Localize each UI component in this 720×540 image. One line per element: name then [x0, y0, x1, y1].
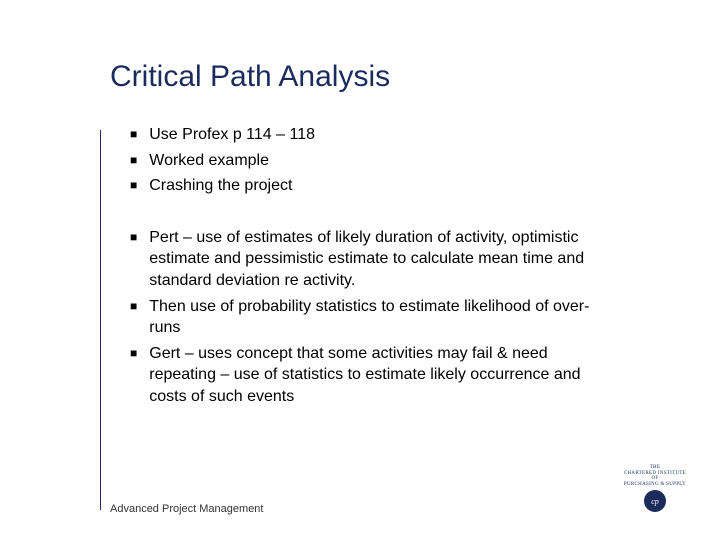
list-item: ■ Crashing the project — [130, 175, 600, 197]
bullet-marker: ■ — [130, 127, 137, 141]
slide-title: Critical Path Analysis — [110, 60, 720, 94]
bullet-group-1: ■ Use Profex p 114 – 118 ■ Worked exampl… — [130, 124, 600, 197]
list-item: ■ Pert – use of estimates of likely dura… — [130, 227, 600, 292]
bullet-marker: ■ — [130, 153, 137, 167]
slide: Critical Path Analysis ■ Use Profex p 11… — [0, 0, 720, 540]
vertical-divider — [100, 130, 101, 510]
list-item: ■ Then use of probability statistics to … — [130, 296, 600, 339]
bullet-marker: ■ — [130, 299, 137, 313]
bullet-text: Then use of probability statistics to es… — [149, 296, 600, 339]
bullet-text: Use Profex p 114 – 118 — [149, 124, 315, 146]
bullet-marker: ■ — [130, 230, 137, 244]
bullet-marker: ■ — [130, 178, 137, 192]
list-item: ■ Gert – uses concept that some activiti… — [130, 343, 600, 408]
bullet-text: Pert – use of estimates of likely durati… — [149, 227, 600, 292]
logo-badge-text: cp — [651, 497, 659, 506]
logo-badge: cp — [644, 490, 666, 512]
logo-line-2: CHARTERED INSTITUTE OF — [620, 471, 690, 482]
list-item: ■ Worked example — [130, 150, 600, 172]
bullet-text: Worked example — [149, 150, 269, 172]
logo-line-3: PURCHASING & SUPPLY — [620, 482, 690, 488]
bullet-group-2: ■ Pert – use of estimates of likely dura… — [130, 227, 600, 408]
list-item: ■ Use Profex p 114 – 118 — [130, 124, 600, 146]
content-area: ■ Use Profex p 114 – 118 ■ Worked exampl… — [130, 124, 600, 408]
bullet-marker: ■ — [130, 346, 137, 360]
footer-text: Advanced Project Management — [110, 503, 263, 515]
bullet-text: Gert – uses concept that some activities… — [149, 343, 600, 408]
institute-logo: THE CHARTERED INSTITUTE OF PURCHASING & … — [620, 465, 690, 515]
bullet-text: Crashing the project — [149, 175, 292, 197]
